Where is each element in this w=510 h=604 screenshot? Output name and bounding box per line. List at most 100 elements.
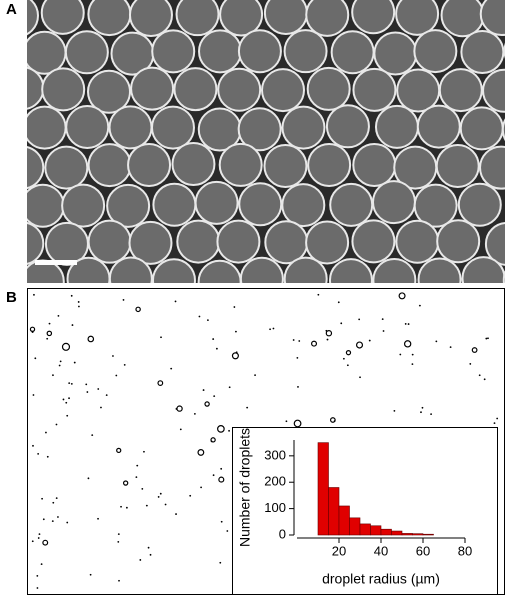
x-tick-label: 60 [416, 543, 430, 558]
droplet [44, 145, 89, 190]
droplet [373, 31, 418, 76]
droplet-dot [100, 406, 102, 409]
droplet-dot [62, 398, 65, 401]
droplet [238, 182, 283, 227]
droplet-dot [212, 474, 215, 477]
droplet-dot [487, 337, 489, 340]
droplet-dot [29, 326, 36, 332]
droplet-dot [70, 294, 73, 297]
droplet-dot [125, 506, 128, 509]
droplet [264, 220, 309, 265]
droplet-dot [68, 382, 71, 384]
droplet-dot [36, 574, 39, 577]
droplet-dot [469, 363, 472, 365]
droplet-dot [112, 355, 114, 357]
droplet-dot [91, 434, 94, 437]
droplet-dot [46, 455, 49, 458]
droplet-dot [411, 353, 414, 356]
droplet [374, 104, 419, 149]
droplet-dot [66, 521, 69, 524]
droplet-dot [399, 353, 402, 356]
droplet [396, 68, 441, 113]
droplet-dot [220, 467, 223, 470]
droplet-dot [368, 339, 371, 342]
droplet-dot [141, 487, 144, 490]
droplet [128, 220, 173, 265]
droplet [457, 182, 502, 227]
droplet [459, 106, 504, 151]
droplet [65, 105, 110, 150]
droplet-dot [207, 319, 209, 322]
droplet-dot [52, 501, 55, 504]
droplet-dot [73, 361, 76, 364]
droplet-dot [292, 339, 295, 341]
droplet-dot [382, 330, 385, 332]
droplet-dot [358, 318, 361, 321]
droplet-dot [210, 437, 216, 443]
droplet-dot [78, 305, 80, 308]
droplet [150, 105, 195, 150]
droplet-dot [311, 340, 318, 347]
droplet [352, 67, 397, 112]
droplet [305, 0, 350, 37]
droplet-dot [57, 516, 59, 518]
droplet-dot [430, 413, 432, 416]
droplet-dot [32, 444, 34, 447]
droplet-dot [115, 374, 118, 377]
droplet-dot [298, 340, 301, 342]
droplet-dot [143, 450, 145, 453]
droplet-dot [118, 579, 120, 582]
y-tick-label: 0 [279, 526, 286, 541]
droplet-dot [58, 364, 61, 367]
droplet [237, 107, 282, 152]
droplet-dot [46, 337, 49, 340]
droplet [351, 219, 396, 264]
droplet-dot [66, 414, 69, 417]
droplet [27, 105, 67, 150]
droplet [329, 182, 374, 227]
droplet-dot [326, 338, 329, 341]
droplet [305, 220, 350, 265]
droplet-dot [87, 335, 95, 343]
droplet-dot [37, 537, 40, 539]
droplet-dot [421, 406, 424, 409]
droplet-dot [42, 539, 49, 546]
droplet-dot [340, 322, 343, 325]
droplet [27, 66, 45, 110]
droplet [503, 42, 505, 59]
bar [370, 525, 382, 536]
droplet-dot [346, 364, 349, 367]
droplet [260, 68, 305, 113]
droplet-dot [32, 394, 35, 396]
droplet-dot [197, 448, 205, 456]
droplet-dot [70, 382, 73, 385]
droplet-dot [145, 504, 148, 507]
droplet-dot [77, 301, 80, 303]
droplet-dot [381, 318, 384, 321]
droplet [106, 183, 151, 228]
droplet-dot [164, 503, 167, 506]
droplet-dot [55, 423, 58, 426]
droplet-dot [135, 476, 138, 479]
droplet [371, 180, 416, 225]
droplet-dot [97, 388, 100, 390]
droplet-dot [36, 587, 39, 589]
droplet [395, 0, 440, 36]
droplet [501, 118, 505, 142]
droplet [27, 30, 67, 75]
droplet-dot [228, 429, 230, 432]
droplet-dot [117, 540, 120, 543]
droplet-dot [33, 293, 35, 296]
droplet-dot [175, 408, 178, 410]
bar [380, 528, 392, 536]
droplet-dot [123, 363, 126, 366]
droplet-dot [485, 337, 488, 340]
droplet-dot [97, 517, 99, 520]
droplet-dot [135, 306, 141, 313]
droplet-dot [210, 440, 213, 443]
droplet-dot [213, 395, 216, 398]
droplet [372, 258, 417, 283]
droplet-dot [471, 347, 478, 353]
droplet-dot [170, 367, 173, 370]
droplet [218, 142, 263, 187]
